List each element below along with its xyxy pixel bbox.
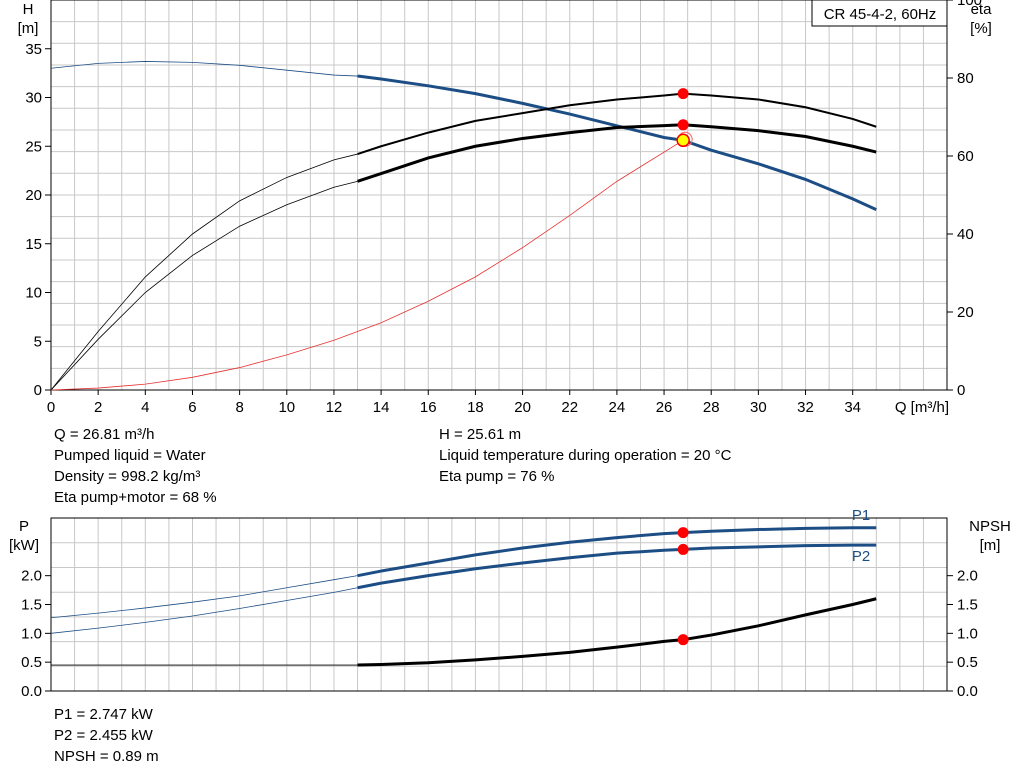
x-tick-label: 18 [467,399,484,416]
series-line-thin-eta-pump [50,153,358,391]
x-tick-label: 2 [94,399,102,416]
x-tick-label: 4 [141,399,149,416]
x-tick-label: 0 [47,399,55,416]
series-npsh [51,597,877,667]
y-right-tick-label: 20 [957,304,974,321]
info-p2: P2 = 2.455 kW [54,727,153,744]
info-density: Density = 998.2 kg/m³ [54,468,201,485]
y-right-tick-label: 40 [957,226,974,243]
x-tick-label: 14 [373,399,390,416]
power-npsh-chart: 0.0 0.5 1.0 1.5 2.0 0.0 0.5 1.0 1.5 2.0 P [kW] NPSH [… [9,507,1011,700]
info-flow: Q = 26.81 m³/h [54,426,155,443]
series-line-thin-h [50,61,358,77]
x-tick-label: 6 [188,399,196,416]
series-duty-curve [50,139,684,391]
y-left-tick-label: 0.5 [21,654,42,671]
operating-point-marker-npsh [677,634,689,646]
head-efficiency-chart: 0 2 4 6 8 10 12 14 16 18 20 22 24 26 28 30 32 34051015202… [18,0,993,416]
y-right-axis-label: NPSH [969,518,1011,535]
x-tick-label: 32 [797,399,814,416]
series-p1: P1 [50,507,877,619]
info-pumped-liquid: Pumped liquid = Water [54,447,206,464]
series-eta-pump [50,92,877,391]
y-left-tick-label: 25 [25,138,42,155]
y-right-tick-label: 1.0 [957,625,978,642]
duty-point-marker [676,133,690,148]
x-tick-label: 8 [235,399,243,416]
y-left-axis-label: P [19,518,29,535]
y-left-axis-label: [m] [18,20,39,37]
y-left-tick-label: 5 [34,333,42,350]
series-label-p2: P2 [852,548,870,565]
series-line-p1 [357,526,877,578]
series-line-p2 [357,543,877,590]
x-tick-label: 28 [703,399,720,416]
chart-title-frame [811,0,948,27]
y-right-axis-label: [%] [970,20,992,37]
x-tick-label: 16 [420,399,437,416]
operating-point-marker-p2 [677,543,689,555]
grid-lines [51,0,947,390]
y-left-tick-label: 20 [25,187,42,204]
x-tick-label: 30 [750,399,767,416]
chart-title: CR 45-4-2, 60Hz [824,6,937,23]
y-right-axis-label: eta [971,1,993,18]
series-line-eta-pump-motor [357,123,877,183]
x-tick-label: 12 [326,399,343,416]
chart-title-box: CR 45-4-2, 60Hz [811,0,948,27]
series-line-npsh [357,597,877,667]
x-tick-label: 26 [656,399,673,416]
info-liquid-temperature: Liquid temperature during operation = 20… [439,447,732,464]
info-eta-pump-motor: Eta pump+motor = 68 % [54,489,217,506]
y-left-tick-label: 15 [25,236,42,253]
info-top-right: H = 25.61 m Liquid temperature during op… [439,424,731,487]
y-left-axis-label: [kW] [9,537,39,554]
info-npsh: NPSH = 0.89 m [54,748,159,765]
y-left-tick-label: 10 [25,285,42,302]
operating-point-marker-eta-pump-motor [677,119,689,131]
y-left-tick-label: 30 [25,90,42,107]
info-top-left: Q = 26.81 m³/h Pumped liquid = Water Den… [54,424,217,508]
y-right-tick-label: 0.5 [957,654,978,671]
x-axis-label: Q [m³/h] [895,399,949,416]
x-tick-label: 20 [514,399,531,416]
x-tick-label: 34 [844,399,861,416]
y-right-tick-label: 0.0 [957,683,978,700]
series-label-p1: P1 [852,507,870,524]
grid-lines [51,518,947,691]
y-left-tick-label: 2.0 [21,568,42,585]
series-eta-pump-motor [50,123,877,391]
y-left-axis-label: H [23,1,34,18]
y-right-tick-label: 60 [957,148,974,165]
series-h [50,61,877,211]
y-left-tick-label: 0 [34,382,42,399]
series-p2: P2 [50,543,877,634]
operating-point-marker-p1 [677,527,689,539]
x-tick-label: 22 [561,399,578,416]
y-left-tick-label: 35 [25,41,42,58]
series-line-eta-pump [357,92,877,155]
series-line-thin-eta-pump-motor [50,180,358,391]
y-right-axis-label: [m] [980,537,1001,554]
y-left-tick-label: 0.0 [21,683,42,700]
y-left-tick-label: 1.5 [21,597,42,614]
info-p1: P1 = 2.747 kW [54,706,153,723]
series-line-thin-p2 [50,587,358,634]
series-line-thin-p1 [50,575,358,619]
x-tick-label: 24 [609,399,626,416]
y-left-tick-label: 1.0 [21,625,42,642]
series-line-h [357,74,877,211]
y-right-tick-label: 80 [957,70,974,87]
y-right-tick-label: 2.0 [957,568,978,585]
y-right-tick-label: 100 [957,0,982,9]
info-bottom: P1 = 2.747 kW P2 = 2.455 kW NPSH = 0.89 … [54,704,159,767]
x-tick-label: 10 [278,399,295,416]
info-head: H = 25.61 m [439,426,522,443]
info-eta-pump: Eta pump = 76 % [439,468,555,485]
operating-point-marker-eta-pump [677,88,689,100]
y-right-tick-label: 1.5 [957,597,978,614]
y-right-tick-label: 0 [957,382,965,399]
series-line-duty-curve [50,139,684,391]
